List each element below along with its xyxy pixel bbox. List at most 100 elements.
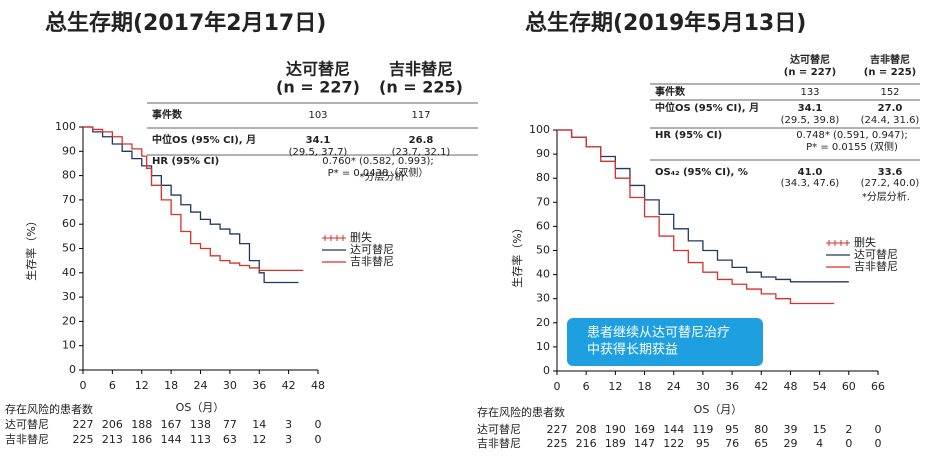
x-tick-label: 12 <box>135 379 149 392</box>
table-header: (n = 227) <box>276 78 360 97</box>
row-label: 中位OS (95% CI), 月 <box>152 133 256 146</box>
risk-count: 167 <box>161 418 182 431</box>
table-cell: 41.0 <box>798 167 823 178</box>
y-tick-label: 70 <box>62 193 76 206</box>
y-tick-label: 70 <box>536 195 550 208</box>
risk-count: 3 <box>285 418 292 431</box>
survival-curve <box>83 126 299 284</box>
table-cell: 133 <box>800 87 819 98</box>
y-tick-label: 40 <box>62 266 76 279</box>
risk-count: 206 <box>102 418 123 431</box>
table-cell: 103 <box>308 110 327 121</box>
row-label: 中位OS (95% CI), 月 <box>655 101 759 114</box>
y-tick-label: 80 <box>62 169 76 182</box>
x-tick-label: 42 <box>754 380 768 393</box>
y-tick-label: 30 <box>536 292 550 305</box>
risk-count: 0 <box>315 433 322 446</box>
risk-count: 213 <box>102 433 123 446</box>
table-cell: 152 <box>880 87 899 98</box>
x-tick-label: 12 <box>608 380 622 393</box>
table-cell: P* = 0.0438（双侧） <box>328 166 429 179</box>
x-tick-label: 0 <box>554 380 561 393</box>
risk-count: 144 <box>663 423 684 436</box>
risk-row-name: 吉非替尼 <box>477 436 521 450</box>
table-cell: (27.2, 40.0) <box>861 178 920 189</box>
legend-label: 删失 <box>350 231 372 244</box>
callout-box <box>567 318 763 366</box>
risk-row-name: 吉非替尼 <box>5 432 49 446</box>
x-tick-label: 24 <box>667 380 681 393</box>
table-header: 吉非替尼 <box>870 53 910 66</box>
x-tick-label: 30 <box>223 379 237 392</box>
table-cell: P* = 0.0155 (双侧) <box>806 140 898 153</box>
x-tick-label: 0 <box>80 379 87 392</box>
risk-title: 存在风险的患者数 <box>477 405 565 419</box>
risk-count: 225 <box>547 437 568 450</box>
table-cell: 27.0 <box>878 103 903 114</box>
y-tick-label: 100 <box>55 120 76 133</box>
table-header: (n = 225) <box>864 67 916 78</box>
table-cell: 0.760* (0.582, 0.993); <box>322 156 434 167</box>
legend-label: 删失 <box>854 236 876 249</box>
risk-count: 169 <box>634 423 655 436</box>
x-tick-label: 18 <box>164 379 178 392</box>
y-tick-label: 50 <box>536 244 550 257</box>
y-axis-label: 生存率（%） <box>510 222 524 287</box>
table-cell: (29.5, 39.8) <box>781 115 840 126</box>
risk-count: 2 <box>845 423 852 436</box>
risk-row-name: 达可替尼 <box>5 417 49 431</box>
risk-title: 存在风险的患者数 <box>5 402 93 416</box>
y-tick-label: 100 <box>529 123 550 136</box>
risk-count: 95 <box>696 437 710 450</box>
table-cell: 0.748* (0.591, 0.947); <box>796 130 908 141</box>
x-tick-label: 60 <box>842 380 856 393</box>
y-tick-label: 50 <box>62 242 76 255</box>
risk-count: 208 <box>576 423 597 436</box>
table-header: 吉非替尼 <box>389 60 453 79</box>
y-tick-label: 10 <box>62 339 76 352</box>
risk-count: 216 <box>576 437 597 450</box>
table-cell: 34.1 <box>306 135 331 146</box>
survival-curve <box>557 129 835 305</box>
legend-label: 达可替尼 <box>350 242 394 256</box>
risk-count: 144 <box>161 433 182 446</box>
risk-count: 76 <box>725 437 739 450</box>
risk-count: 12 <box>252 433 266 446</box>
row-label: 事件数 <box>655 85 686 98</box>
callout-text: 中获得长期获益 <box>587 342 678 358</box>
x-tick-label: 6 <box>109 379 116 392</box>
table-cell: (34.3, 47.6) <box>781 178 840 189</box>
y-tick-label: 40 <box>536 268 550 281</box>
x-tick-label: 24 <box>194 379 208 392</box>
y-tick-label: 30 <box>62 290 76 303</box>
risk-count: 77 <box>223 418 237 431</box>
y-tick-label: 10 <box>536 340 550 353</box>
x-tick-label: 6 <box>583 380 590 393</box>
table-cell: (24.4, 31.6) <box>861 115 920 126</box>
callout-text: 患者继续从达可替尼治疗 <box>587 326 730 341</box>
table-header: (n = 227) <box>784 67 836 78</box>
legend-label: 吉非替尼 <box>350 254 394 268</box>
y-tick-label: 0 <box>543 364 550 377</box>
y-tick-label: 90 <box>62 144 76 157</box>
y-tick-label: 20 <box>62 314 76 327</box>
y-tick-label: 80 <box>536 171 550 184</box>
table-cell: (23.7, 32.1) <box>392 147 451 158</box>
risk-count: 0 <box>845 437 852 450</box>
table-cell: 117 <box>411 110 430 121</box>
x-axis-label: OS（月） <box>176 401 225 414</box>
footnote: *分层分析. <box>862 190 910 203</box>
row-label: 事件数 <box>152 108 183 121</box>
chart-title: 总生存期(2017年2月17日) <box>45 10 326 36</box>
risk-count: 14 <box>252 418 266 431</box>
risk-count: 0 <box>875 423 882 436</box>
risk-count: 0 <box>315 418 322 431</box>
risk-count: 29 <box>783 437 797 450</box>
risk-count: 39 <box>783 423 797 436</box>
table-cell: 34.1 <box>798 103 823 114</box>
risk-count: 188 <box>131 418 152 431</box>
y-tick-label: 20 <box>536 316 550 329</box>
legend-label: 达可替尼 <box>854 247 898 261</box>
risk-count: 122 <box>663 437 684 450</box>
